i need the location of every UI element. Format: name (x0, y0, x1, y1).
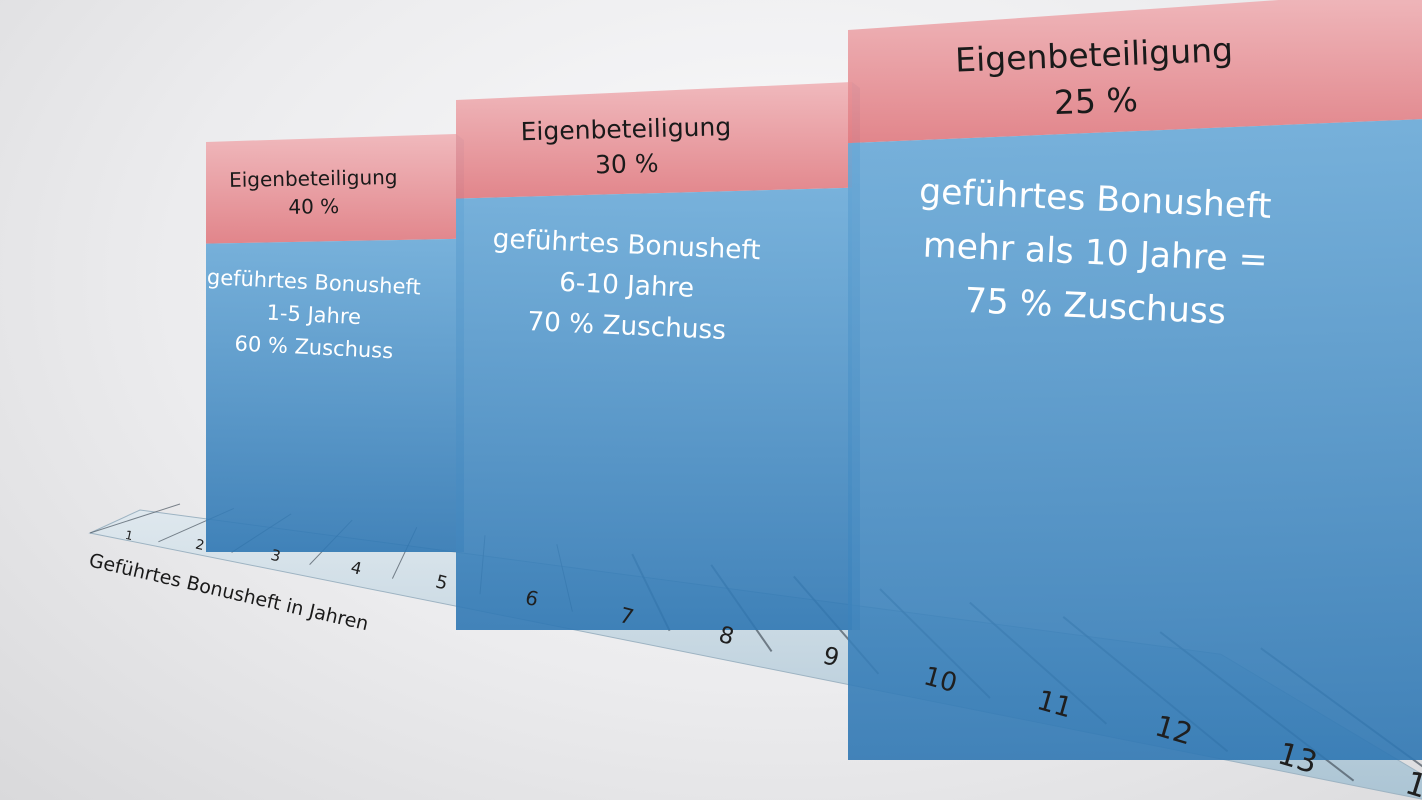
eigen-segment (206, 134, 456, 244)
zuschuss-label: 6-10 Jahre (559, 268, 695, 304)
x-tick-label: 6 (523, 586, 541, 611)
x-tick-label: 7 (617, 603, 636, 631)
eigen-label: Eigenbeteiligung (520, 112, 731, 146)
zuschuss-segment (206, 238, 456, 552)
eigen-segment (456, 82, 852, 199)
eigen-segment (848, 0, 1422, 144)
bar-group (206, 0, 1422, 760)
x-tick-label: 8 (716, 622, 737, 651)
eigen-value: 30 % (595, 149, 659, 180)
eigen-value: 25 % (1053, 80, 1138, 122)
zuschuss-label: 1-5 Jahre (266, 301, 362, 330)
x-tick-label: 1 (124, 528, 134, 543)
zuschuss-segment (456, 187, 852, 630)
x-tick-label: 4 (349, 558, 364, 579)
x-tick-label: 2 (194, 536, 206, 553)
eigen-label: Eigenbeteiligung (229, 165, 398, 192)
x-tick-label: 9 (820, 640, 843, 672)
zuschuss-segment (848, 119, 1422, 760)
x-tick-label: 3 (269, 546, 282, 566)
floor-divider (89, 503, 181, 534)
x-tick-label: 5 (433, 572, 449, 595)
eigen-value: 40 % (288, 194, 339, 219)
